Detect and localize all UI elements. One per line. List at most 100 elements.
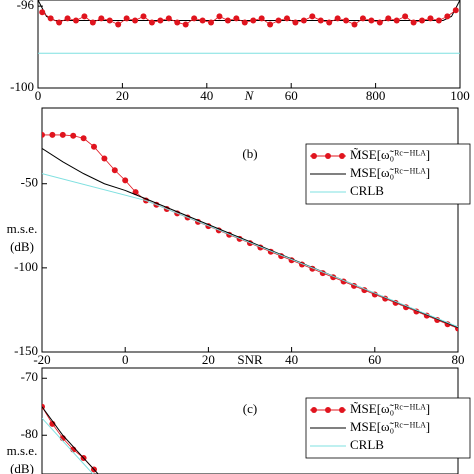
series-line [42,173,458,328]
data-point [410,19,417,26]
y-tick-label: -70 [21,369,38,384]
data-point [224,17,231,24]
x-tick-label: 20 [116,88,129,103]
data-point [402,13,409,20]
y-tick-label: -100 [10,79,34,94]
data-point [368,17,375,24]
legend-label: M̃SE[ω̃₀ᴿᶜ⁻ᴴᴸᴬ] [350,401,430,416]
panel: -50 -100 -150-20 0 20 40 60 80 SNR m.s.e. (dB) (b) M… [7,107,471,367]
x-tick-label: 20 [202,352,215,367]
legend-label: CRLB [350,183,384,198]
data-point [157,17,164,24]
legend-marker [325,407,331,413]
data-point [106,17,113,24]
plot-frame [37,0,461,89]
y-tick-label: -50 [21,175,38,190]
data-point [267,21,274,28]
series-line [42,406,95,470]
data-point [208,19,215,26]
legend-marker [339,153,345,159]
y-tick-label: -150 [14,343,38,358]
x-tick-label: -20 [33,352,50,367]
legend-marker [311,407,317,413]
y-axis-label: (dB) [10,239,34,254]
series-line [42,406,99,474]
data-point [275,17,282,24]
data-point [165,15,172,22]
legend-marker [311,153,317,159]
data-point [101,155,108,162]
data-point [233,15,240,22]
data-point [444,13,451,20]
data-point [91,143,97,150]
data-point [216,13,223,20]
x-tick-label: 40 [285,352,298,367]
data-point [174,19,181,26]
data-point [70,132,77,139]
data-point [191,15,198,22]
data-point [49,131,56,138]
y-axis-label: m.s.e. [7,221,38,236]
annotation: (c) [243,401,257,416]
data-point [56,19,63,26]
y-axis-label: m.s.e. [7,443,38,458]
series-line [41,9,457,26]
data-point [111,167,118,174]
data-point [39,9,46,16]
data-point [317,17,324,24]
data-point [123,15,130,22]
data-point [343,17,350,24]
data-point [427,15,434,22]
data-point [283,15,290,22]
y-tick-label: -100 [14,259,38,274]
plot-frame [41,107,459,353]
data-point [98,15,105,22]
data-point [115,21,122,28]
y-tick-label: -80 [21,426,38,441]
legend-label: MSE[ω̃₀ᴿᶜ⁻ᴴᴸᴬ] [350,165,430,180]
data-point [334,15,341,22]
data-point [250,17,257,24]
data-point [300,17,307,24]
data-point [81,13,88,20]
x-tick-label: 100 [450,88,470,103]
data-point [47,15,54,22]
x-tick-label: 0 [122,352,129,367]
legend-label: MSE[ω̃₀ᴿᶜ⁻ᴴᴸᴬ] [350,419,430,434]
annotation: (b) [242,146,257,161]
series-line [38,0,460,21]
legend-marker [339,407,345,413]
x-axis-label: N [244,88,255,103]
data-point [64,15,71,22]
legend-marker [325,153,331,159]
y-axis-label: (dB) [10,461,34,474]
legend-label: CRLB [350,437,384,452]
data-point [42,131,45,138]
data-point [59,131,66,138]
x-tick-label: 80 [452,352,465,367]
data-point [419,17,426,24]
data-point [122,177,129,184]
data-point [351,21,358,28]
plot-area [42,131,458,332]
data-point [80,135,87,142]
data-point [452,7,459,14]
plot-area [42,403,99,474]
data-point [132,17,139,24]
data-point [140,13,147,20]
x-tick-label: 800 [366,88,386,103]
x-tick-label: 0 [35,88,42,103]
data-point [72,17,79,24]
x-tick-label: 40 [200,88,213,103]
x-tick-label: 60 [285,88,298,103]
data-point [258,15,265,22]
data-point [148,19,155,26]
series-line [42,147,458,329]
data-point [241,19,248,26]
data-point [89,19,96,26]
data-point [393,17,400,24]
plot-area [38,0,460,54]
legend-label: M̃SE[ω̃₀ᴿᶜ⁻ᴴᴸᴬ] [350,147,430,162]
